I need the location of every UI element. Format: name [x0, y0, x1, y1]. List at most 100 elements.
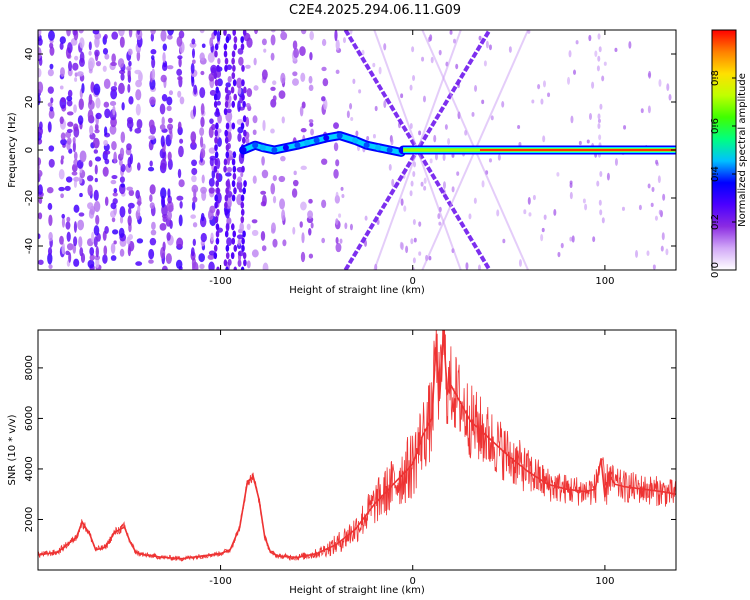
spectrogram-noise-blob — [300, 201, 307, 211]
spectrogram-speck — [582, 198, 586, 204]
spectrogram-streak-blob — [216, 64, 220, 72]
spectrogram-noise-blob — [191, 184, 199, 194]
spectrogram-speck — [594, 50, 598, 57]
spectrogram-speck — [575, 40, 579, 45]
spectrogram-streak-blob — [233, 266, 238, 270]
snr-y-tick-label: 6000 — [24, 406, 35, 431]
spectrogram-noise-blob — [322, 78, 329, 87]
spectrogram-noise-blob — [47, 247, 53, 256]
spectrogram-segment-point — [313, 137, 320, 144]
spectrogram-speck — [339, 238, 343, 244]
spectrogram-speck — [556, 172, 560, 177]
spectrogram-noise-blob — [160, 74, 167, 83]
spectrogram-noise-blob — [191, 167, 198, 176]
spectrogram-speck — [646, 250, 650, 256]
spectrogram-noise-blob — [261, 156, 265, 166]
spectrogram-noise-blob — [113, 81, 117, 87]
spectrogram-speck — [621, 206, 625, 211]
spectrogram-speck — [542, 80, 546, 88]
spectrogram-streak-blob — [232, 165, 237, 173]
spectrogram-noise-blob — [190, 214, 196, 219]
spectrogram-noise-blob — [252, 115, 258, 124]
spectrogram-noise-blob — [300, 127, 307, 133]
spectrogram-speck — [567, 76, 571, 85]
spectrogram-noise-blob — [282, 239, 287, 247]
spectrogram-noise-blob — [190, 141, 197, 150]
spectrogram-y-tick-label: 0 — [24, 147, 35, 153]
spectrogram-band-blob — [599, 209, 603, 216]
spectrogram-speck — [418, 251, 422, 256]
spectrogram-noise-blob — [110, 255, 117, 261]
spectrogram-streak-blob — [230, 86, 235, 94]
spectrogram-noise-blob — [78, 98, 84, 110]
spectrogram-speck — [422, 95, 426, 103]
spectrogram-noise-blob — [128, 30, 133, 38]
spectrogram-noise-blob — [149, 96, 156, 106]
spectrogram-noise-blob — [88, 50, 92, 56]
spectrogram-noise-blob — [126, 143, 132, 151]
spectrogram-noise-blob — [191, 201, 196, 211]
spectrogram-band-blob — [412, 257, 416, 264]
spectrogram-noise-blob — [281, 116, 285, 124]
spectrogram-streak-blob — [215, 172, 220, 180]
spectrogram-band-blob — [409, 84, 413, 91]
snr-x-label: Height of straight line (km) — [289, 585, 425, 596]
spectrogram-noise-blob — [260, 190, 267, 195]
spectrogram-noise-blob — [209, 205, 216, 214]
spectrogram-speck — [485, 40, 489, 49]
spectrogram-noise-blob — [225, 82, 231, 88]
spectrogram-x-tick-label: -100 — [209, 276, 232, 287]
spectrogram-noise-blob — [111, 174, 118, 180]
spectrogram-speck — [335, 191, 339, 200]
spectrogram-speck — [651, 186, 655, 193]
spectrogram-speck — [665, 248, 669, 256]
spectrogram-band-blob — [598, 46, 602, 53]
spectrogram-noise-blob — [119, 216, 124, 224]
spectrogram-noise-blob — [299, 46, 306, 57]
spectrogram-noise-blob — [103, 139, 108, 147]
snr-point — [392, 483, 395, 485]
spectrogram-noise-blob — [78, 212, 85, 217]
snr-point — [421, 435, 424, 437]
spectrogram-noise-blob — [60, 132, 66, 141]
spectrogram-streak-blob — [225, 223, 230, 231]
spectrogram-speck — [662, 193, 666, 201]
spectrogram-noise-blob — [270, 128, 275, 134]
snr-point — [335, 543, 337, 546]
spectrogram-noise-blob — [86, 175, 94, 182]
spectrogram-noise-blob — [166, 65, 174, 70]
spectrogram-speck — [413, 237, 417, 243]
spectrogram-segment-point — [294, 142, 301, 149]
spectrogram-noise-blob — [61, 242, 66, 255]
spectrogram-noise-blob — [162, 52, 166, 63]
spectrogram-noise-blob — [111, 31, 119, 40]
spectrogram-streak-blob — [241, 93, 245, 101]
spectrogram-speck — [420, 181, 424, 187]
spectrogram-noise-blob — [272, 238, 278, 248]
spectrogram-noise-blob — [47, 252, 53, 265]
spectrogram-speck — [654, 215, 658, 221]
spectrogram-speck — [456, 171, 460, 176]
spectrogram-noise-blob — [260, 230, 266, 241]
spectrogram-noise-blob — [309, 52, 313, 61]
spectrogram-streak-blob — [233, 43, 238, 51]
spectrogram-noise-blob — [68, 252, 72, 263]
spectrogram-noise-blob — [48, 231, 53, 242]
spectrogram-noise-blob — [49, 46, 55, 56]
spectrogram-noise-blob — [226, 64, 233, 71]
spectrogram-noise-blob — [237, 259, 242, 267]
spectrogram-noise-blob — [66, 231, 71, 242]
spectrogram-band-blob — [597, 55, 601, 62]
spectrogram-noise-blob — [246, 88, 253, 97]
spectrogram-noise-blob — [300, 251, 306, 263]
snr-point — [584, 490, 587, 493]
spectrogram-streak-blob — [231, 180, 236, 188]
spectrogram-y-tick-label: 40 — [24, 48, 35, 61]
spectrogram-noise-blob — [208, 261, 215, 270]
spectrogram-speck — [614, 158, 618, 166]
spectrogram-y-tick-label: -20 — [24, 190, 35, 206]
spectrogram-noise-blob — [253, 30, 259, 35]
spectrogram-streak-blob — [232, 151, 237, 159]
spectrogram-noise-blob — [211, 123, 216, 131]
